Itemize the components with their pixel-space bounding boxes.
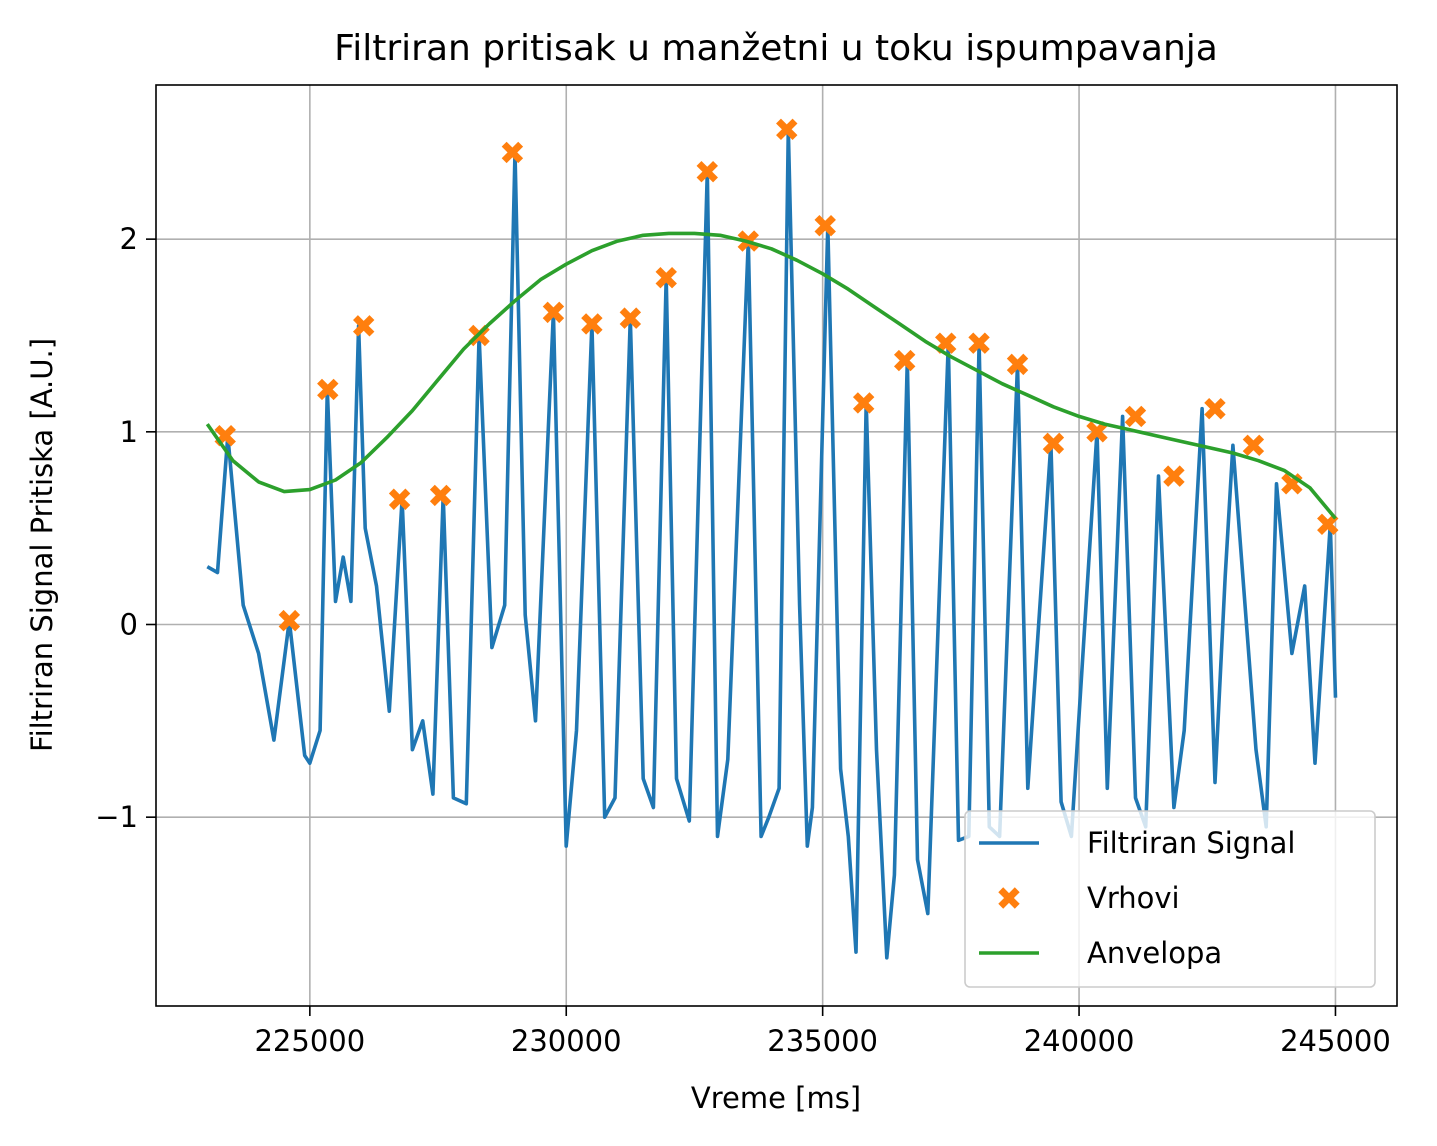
peak-marker (278, 609, 301, 632)
legend-label: Anvelopa (1087, 936, 1222, 970)
x-axis-label: Vreme [ms] (691, 1081, 861, 1115)
peak-marker (619, 307, 642, 329)
peak-marker (776, 118, 798, 141)
legend-label: Filtriran Signal (1087, 826, 1295, 860)
peak-marker (388, 488, 411, 510)
peak-marker (968, 332, 990, 354)
peak-marker (1086, 421, 1108, 443)
peak-marker (893, 349, 916, 372)
x-tick-label: 245000 (1280, 1024, 1391, 1058)
peak-marker (1242, 434, 1265, 457)
peak-marker (655, 266, 677, 289)
peak-marker (814, 214, 836, 237)
peak-marker (429, 484, 452, 507)
peak-marker (1006, 353, 1029, 376)
x-tick-label: 225000 (254, 1024, 365, 1058)
peak-marker (852, 392, 875, 414)
peak-marker (696, 160, 718, 183)
peak-marker (1163, 465, 1185, 487)
chart-title: Filtriran pritisak u manžetni u toku isp… (334, 28, 1218, 69)
series-line-1 (206, 127, 1338, 960)
peak-marker (352, 315, 375, 337)
y-tick-label: 1 (120, 415, 138, 449)
ticks: 225000 230000 235000 240000 245000 −1 0 1 2 (95, 222, 1391, 1058)
peak-marker (1204, 397, 1226, 420)
peak-marker (1317, 513, 1339, 536)
series-line-3 (205, 231, 1337, 520)
y-axis-label: Filtriran Signal Pritiska [A.U.] (25, 338, 59, 752)
legend-label: Vrhovi (1087, 881, 1180, 915)
y-tick-label: 2 (120, 222, 138, 256)
y-tick-label: 0 (120, 607, 138, 641)
plot-series (205, 118, 1339, 960)
y-tick-label: −1 (95, 800, 138, 834)
peak-marker (542, 301, 565, 324)
peak-marker (1124, 405, 1147, 428)
legend: Filtriran Signal Vrhovi Anvelopa (964, 810, 1376, 988)
peak-marker (1042, 432, 1065, 455)
x-tick-label: 240000 (1024, 1024, 1135, 1058)
peak-marker (501, 141, 524, 164)
legend-marker-swatch (998, 887, 1020, 909)
x-tick-label: 235000 (767, 1024, 878, 1058)
peak-marker (317, 378, 339, 401)
legend-box (964, 810, 1376, 988)
peak-marker (581, 313, 603, 335)
x-tick-label: 230000 (511, 1024, 622, 1058)
axes-frame (155, 84, 1398, 1007)
